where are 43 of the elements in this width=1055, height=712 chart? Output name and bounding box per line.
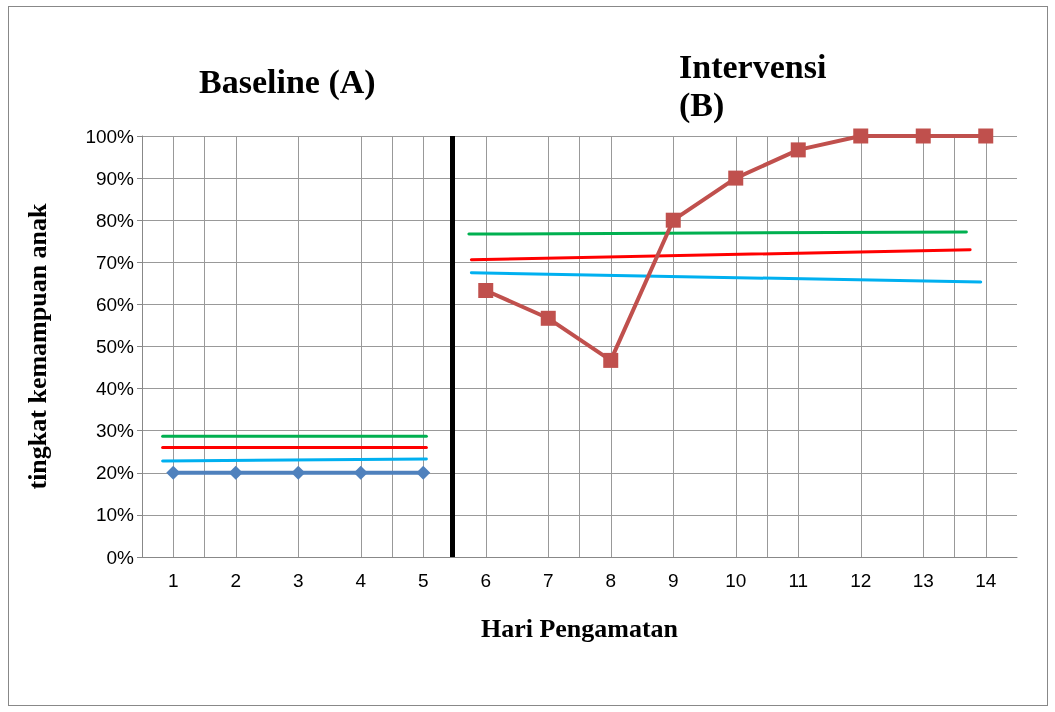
point bbox=[291, 465, 306, 480]
y-axis-title: tingkat kemampuan anak bbox=[22, 202, 52, 490]
point bbox=[166, 465, 181, 480]
x-axis-title: Hari Pengamatan bbox=[480, 613, 679, 643]
point bbox=[353, 465, 368, 480]
point bbox=[603, 352, 619, 368]
x-tick-label: 4 bbox=[355, 570, 367, 591]
text: Baseline (A) bbox=[199, 62, 376, 101]
y-tick-label: 80% bbox=[95, 209, 135, 231]
x-tick-label: 8 bbox=[605, 570, 617, 591]
point bbox=[728, 170, 744, 186]
x-tick-label: 13 bbox=[912, 570, 934, 591]
x-tick-label: 2 bbox=[230, 570, 242, 591]
point bbox=[540, 310, 556, 326]
x-tick-label: 6 bbox=[480, 570, 492, 591]
y-tick-label: 60% bbox=[95, 293, 135, 315]
point bbox=[790, 142, 806, 158]
x-tick-label: 5 bbox=[417, 570, 429, 591]
x-tick-label: 11 bbox=[788, 570, 809, 591]
point bbox=[228, 465, 243, 480]
y-tick-label: 40% bbox=[95, 378, 135, 400]
point bbox=[416, 465, 431, 480]
point bbox=[978, 128, 994, 144]
y-tick-label: 30% bbox=[95, 420, 135, 442]
point bbox=[478, 283, 494, 299]
x-tick-label: 10 bbox=[725, 570, 747, 591]
y-tick-label: 70% bbox=[95, 251, 135, 273]
x-tick-label: 14 bbox=[975, 570, 997, 591]
point bbox=[665, 212, 681, 228]
y-tick-label: 50% bbox=[95, 336, 135, 357]
text: Intervensi (B) bbox=[679, 47, 827, 124]
y-tick-label: 10% bbox=[95, 504, 135, 526]
point bbox=[915, 128, 931, 144]
x-tick-label: 3 bbox=[292, 570, 304, 591]
x-tick-label: 9 bbox=[667, 570, 679, 591]
point bbox=[853, 128, 869, 144]
y-tick-label: 20% bbox=[95, 462, 135, 484]
x-tick-label: 1 bbox=[167, 570, 179, 591]
y-tick-label: 100% bbox=[85, 125, 135, 147]
x-tick-label: 12 bbox=[850, 570, 872, 591]
x-tick-label: 7 bbox=[542, 570, 554, 591]
y-tick-label: 90% bbox=[95, 167, 135, 189]
y-tick-label: 0% bbox=[106, 546, 135, 568]
